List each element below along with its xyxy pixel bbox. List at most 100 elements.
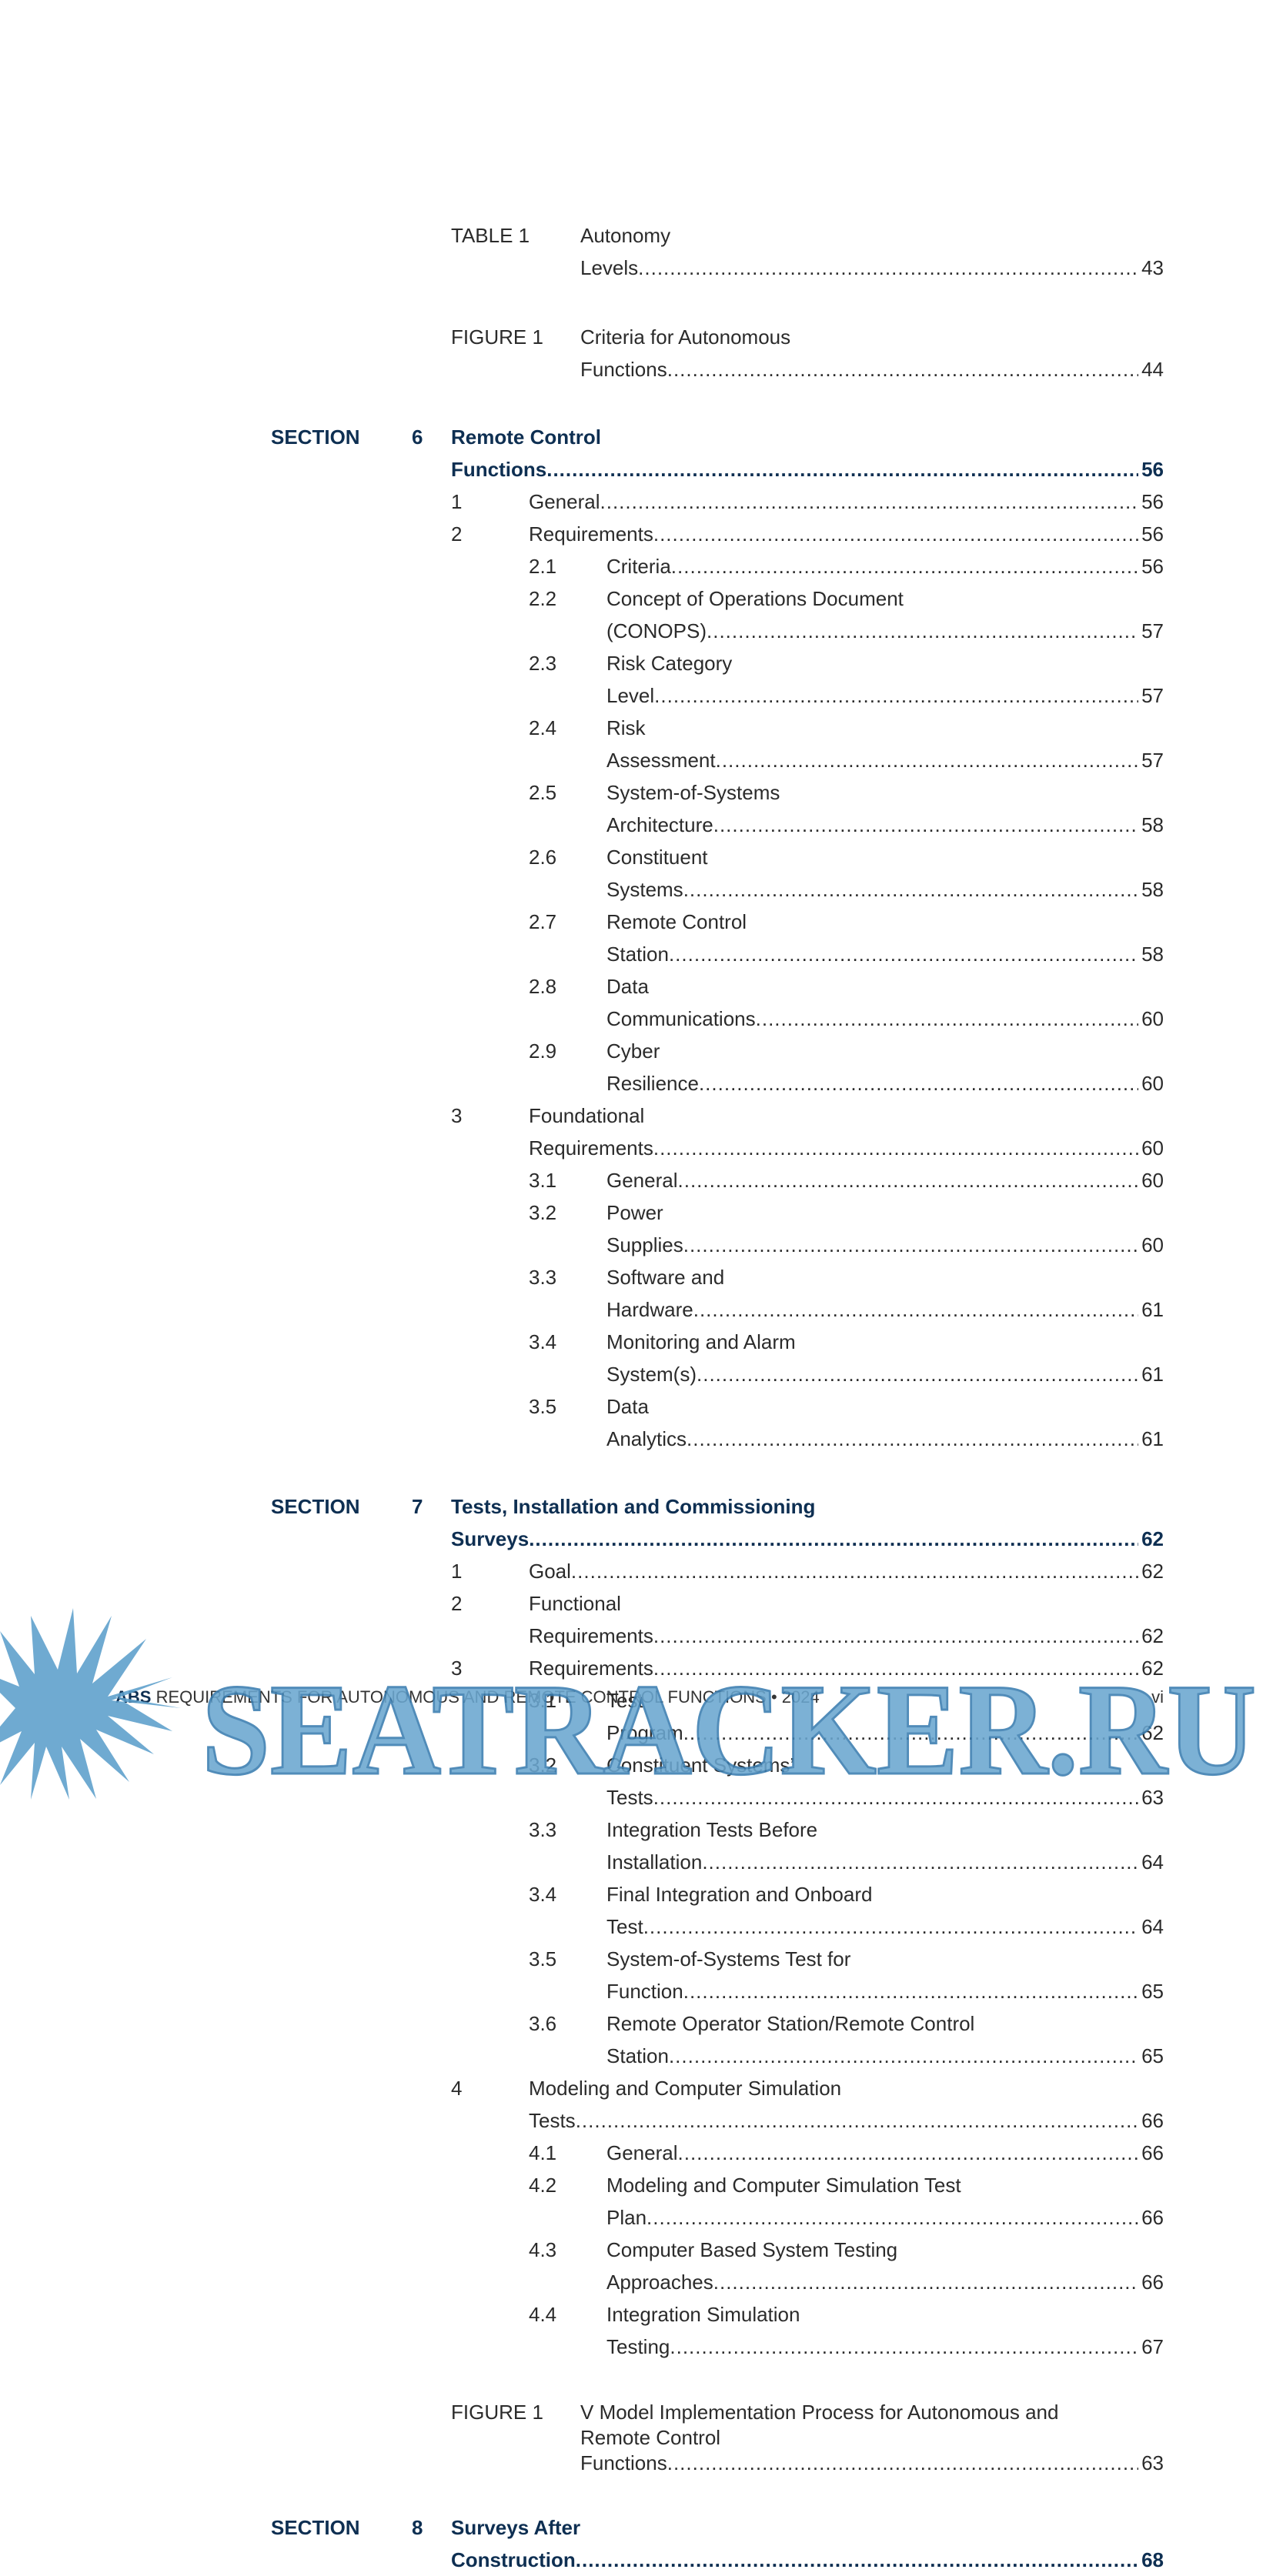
entry-page: 56 [1138, 550, 1164, 582]
footer: ABS REQUIREMENTS FOR AUTONOMOUS AND REMO… [115, 1687, 1164, 1707]
entry-number: 4.3 [529, 2238, 557, 2261]
entry-number: 2 [451, 1592, 463, 1615]
entry-page: 62 [1138, 1620, 1164, 1652]
entry-number: 3.6 [529, 2012, 557, 2035]
entry-title: Requirements [529, 522, 1164, 546]
entry-title: Final Integration and Onboard Test [606, 1883, 1164, 1938]
entry-title: Computer Based System Testing Approaches [606, 2238, 1164, 2294]
footer-page: vi [1151, 1687, 1164, 1707]
entry-number: 1 [451, 490, 463, 513]
entry-number: 3.5 [529, 1395, 557, 1418]
entry-title: Integration Tests Before Installation [606, 1818, 1164, 1874]
entry-page: 60 [1138, 1067, 1164, 1099]
entry-title: Foundational Requirements [529, 1104, 1164, 1160]
entry-page: 43 [1138, 252, 1164, 284]
entry-number: 1 [451, 1560, 463, 1583]
toc-entry: 3.5 System-of-Systems Test for Function65 [0, 1943, 1164, 2007]
entry-title: Cyber Resilience [606, 1039, 1164, 1095]
entry-page: 60 [1138, 1164, 1164, 1196]
entry-page: 62 [1138, 1523, 1164, 1555]
toc-entry: 3.6 Remote Operator Station/Remote Contro… [0, 2007, 1164, 2072]
entry-page: 68 [1138, 2544, 1164, 2576]
toc-entry: 1 General56 [0, 486, 1164, 518]
toc-entry: 4 Modeling and Computer Simulation Tests6… [0, 2072, 1164, 2137]
toc-entry: TABLE 1 Autonomy Levels43 [0, 219, 1164, 284]
entry-number: 3.4 [529, 1330, 557, 1353]
entry-title: Remote Control Functions [451, 425, 1164, 481]
entry-number: 7 [412, 1495, 423, 1518]
entry-title: Remote Operator Station/Remote Control S… [606, 2012, 1164, 2067]
entry-number: 3.1 [529, 1169, 557, 1192]
entry-page: 62 [1138, 1652, 1164, 1684]
entry-page: 62 [1138, 1717, 1164, 1749]
entry-number: 3 [451, 1657, 463, 1680]
toc-entry: 2.1 Criteria56 [0, 550, 1164, 582]
entry-title: Autonomy Levels [580, 224, 1164, 279]
entry-title: Constituent Systems [606, 846, 1164, 901]
entry-page: 63 [1138, 2451, 1164, 2476]
entry-title: Requirements [529, 1657, 1164, 1680]
entry-number: 3.4 [529, 1883, 557, 1906]
entry-number: 3.5 [529, 1947, 557, 1970]
entry-page: 57 [1138, 679, 1164, 712]
toc-entry: 3.1 General60 [0, 1164, 1164, 1196]
entry-page: 64 [1138, 1846, 1164, 1878]
toc-entry: 3 Foundational Requirements60 [0, 1099, 1164, 1164]
entry-page: 57 [1138, 615, 1164, 647]
toc-entry: 2.6 Constituent Systems58 [0, 841, 1164, 906]
entry-number: TABLE 1 [451, 224, 530, 247]
entry-title: Data Communications [606, 975, 1164, 1030]
entry-title: System-of-Systems Architecture [606, 781, 1164, 836]
entry-page: 66 [1138, 2266, 1164, 2298]
toc-entry: 2.2 Concept of Operations Document (CONOP… [0, 582, 1164, 647]
entry-number: 2.5 [529, 781, 557, 804]
entry-page: 56 [1138, 486, 1164, 518]
entry-number: 8 [412, 2516, 423, 2539]
entry-title: Risk Category Level [606, 652, 1164, 707]
entry-page: 60 [1138, 1132, 1164, 1164]
entry-number: 3.3 [529, 1266, 557, 1289]
toc-entry: 4.4 Integration Simulation Testing67 [0, 2298, 1164, 2363]
entry-title: Risk Assessment [606, 716, 1164, 772]
entry-title: Remote Control Station [606, 910, 1164, 966]
entry-title: General [606, 2141, 1164, 2164]
entry-page: 60 [1138, 1003, 1164, 1035]
entry-page: 44 [1138, 353, 1164, 385]
toc-entry: 3.4 Final Integration and Onboard Test64 [0, 1878, 1164, 1943]
entry-title: Concept of Operations Document (CONOPS) [606, 587, 1164, 642]
toc-entry: 3.4 Monitoring and Alarm System(s)61 [0, 1326, 1164, 1390]
entry-title: System-of-Systems Test for Function [606, 1947, 1164, 2003]
entry-number: 4 [451, 2077, 463, 2100]
entry-page: 66 [1138, 2104, 1164, 2137]
entry-number: SECTION [271, 425, 360, 449]
entry-page: 56 [1138, 453, 1164, 486]
toc-entry: 1 Goal62 [0, 1555, 1164, 1587]
entry-number: 2.9 [529, 1039, 557, 1063]
entry-page: 60 [1138, 1229, 1164, 1261]
entry-title: Data Analytics [606, 1395, 1164, 1450]
toc-entry: 3 Requirements62 [0, 1652, 1164, 1684]
entry-page: 64 [1138, 1910, 1164, 1943]
entry-number: 2.1 [529, 555, 557, 578]
watermark: SEATRACKER.RU [0, 1608, 1258, 1800]
entry-number: FIGURE 1 [451, 325, 543, 349]
entry-page: 56 [1138, 518, 1164, 550]
toc-entry: 2.8 Data Communications60 [0, 970, 1164, 1035]
entry-title: Monitoring and Alarm System(s) [606, 1330, 1164, 1386]
entry-page: 62 [1138, 1555, 1164, 1587]
toc-entry: 2.4 Risk Assessment57 [0, 712, 1164, 776]
toc-entry: SECTION 7 Tests, Installation and Commissi… [0, 1490, 1164, 1555]
entry-title: Tests, Installation and Commissioning Su… [451, 1495, 1164, 1550]
footer-title: REQUIREMENTS FOR AUTONOMOUS AND REMOTE C… [155, 1687, 820, 1707]
entry-number: 3.2 [529, 1753, 557, 1777]
entry-number: FIGURE 1 [451, 2401, 543, 2424]
toc-entry: 4.1 General66 [0, 2137, 1164, 2169]
entry-number: 2.8 [529, 975, 557, 998]
entry-page: 66 [1138, 2201, 1164, 2234]
entry-page: 65 [1138, 2040, 1164, 2072]
toc-entry: 2.9 Cyber Resilience60 [0, 1035, 1164, 1099]
entry-title: Software and Hardware [606, 1266, 1164, 1321]
